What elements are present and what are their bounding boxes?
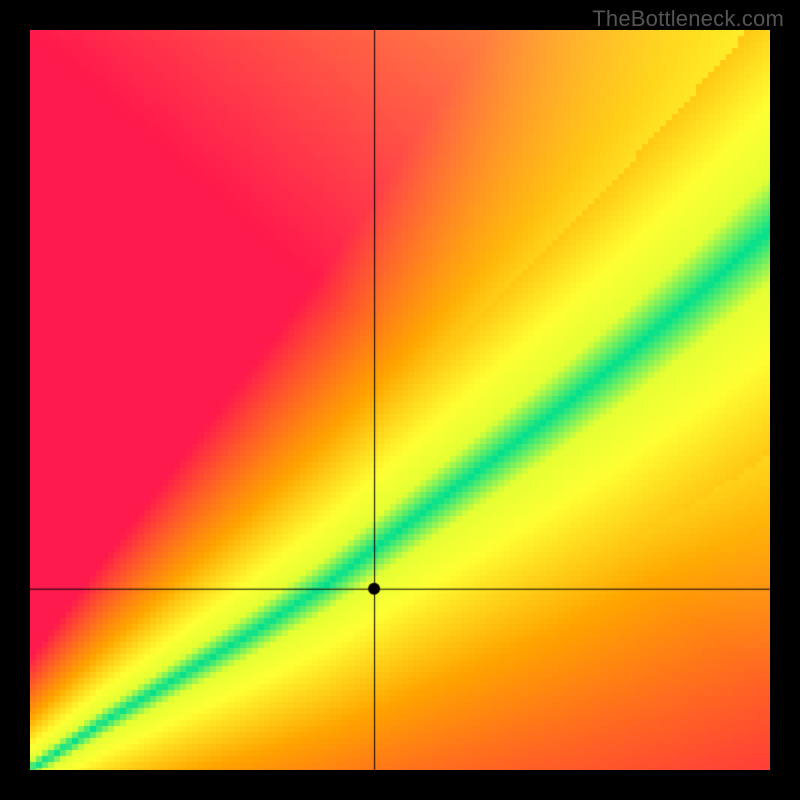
bottleneck-heatmap <box>30 30 770 770</box>
chart-container: TheBottleneck.com <box>0 0 800 800</box>
watermark-text: TheBottleneck.com <box>592 6 784 32</box>
